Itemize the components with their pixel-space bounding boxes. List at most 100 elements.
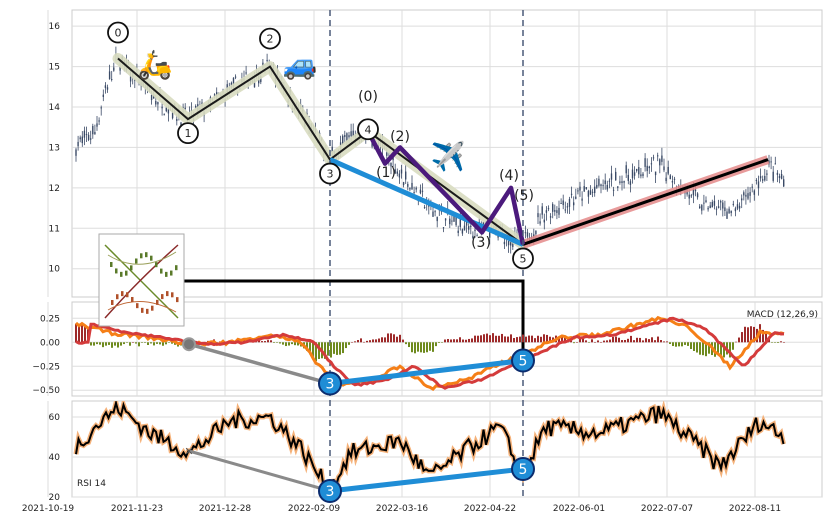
macd-histogram-bar <box>174 342 176 345</box>
macd-histogram-bar <box>765 332 767 343</box>
candle-body <box>468 226 470 230</box>
x-tick-label: 2022-06-01 <box>553 504 605 514</box>
inset-mark <box>125 270 128 276</box>
macd-histogram-bar <box>783 342 785 343</box>
emoji-icon: 🚙 <box>283 48 318 81</box>
inset-thumbnail <box>98 233 185 327</box>
macd-histogram-bar <box>405 342 407 345</box>
macd-histogram-bar <box>561 336 563 343</box>
candle-body <box>661 155 663 162</box>
macd-histogram-bar <box>525 336 527 343</box>
candle-body <box>396 171 398 174</box>
candle-body <box>94 132 96 135</box>
rsi-y-tick: 40 <box>49 453 61 463</box>
macd-histogram-bar <box>576 342 578 343</box>
macd-histogram-bar <box>144 342 146 343</box>
candle-body <box>594 186 596 194</box>
macd-histogram-bar <box>471 338 473 343</box>
macd-histogram-bar <box>162 342 164 346</box>
macd-histogram-bar <box>654 340 656 343</box>
candle-body <box>623 181 625 183</box>
rsi-grey-marker: ✕ <box>184 445 193 458</box>
macd-histogram-bar <box>540 336 542 343</box>
macd-histogram-bar <box>264 341 266 343</box>
macd-histogram-bar <box>777 342 779 343</box>
wave-overlays: 0 1 2 3 4 5 (0) (1) (2) (3) (4) (5) 🛵 🚙 ✈️ <box>107 10 770 497</box>
candle-body <box>111 78 113 80</box>
macd-histogram-bar <box>390 333 392 343</box>
macd-histogram-bar <box>663 341 665 343</box>
emoji-icon: 🛵 <box>138 48 173 81</box>
candle-body <box>436 216 438 222</box>
candle-body <box>129 76 132 82</box>
x-tick-label: 2022-07-07 <box>641 504 693 514</box>
macd-histogram-bar <box>132 342 134 343</box>
candle-body <box>75 149 77 156</box>
macd-histogram-bar <box>387 333 389 343</box>
inset-mark <box>121 291 124 297</box>
candle-body <box>266 59 268 61</box>
candle-body <box>350 131 352 137</box>
inset-mark <box>175 265 178 271</box>
candle-body <box>583 186 585 192</box>
candle-body <box>547 208 550 210</box>
macd-histogram-bar <box>702 342 704 356</box>
candle-body <box>638 167 640 175</box>
candle-body <box>705 200 707 202</box>
candle-body <box>161 106 163 109</box>
macd-histogram-bar <box>312 342 314 359</box>
candle-body <box>413 192 415 194</box>
candle-body <box>171 112 174 119</box>
macd-histogram-bar <box>705 342 707 357</box>
candle-body <box>711 201 713 208</box>
inset-curve <box>104 244 179 319</box>
macd-histogram-bar <box>351 341 353 343</box>
macd-blue-divergence <box>329 358 524 387</box>
candle-body <box>100 107 102 109</box>
macd-histogram-bar <box>378 338 380 343</box>
inset-connector <box>184 279 525 352</box>
macd-histogram-bar <box>258 340 260 343</box>
macd-histogram-bar <box>102 342 104 348</box>
candle-body <box>663 166 665 171</box>
macd-histogram-bar <box>330 342 332 358</box>
macd-histogram-bar <box>744 326 746 343</box>
macd-histogram-bar <box>771 342 773 343</box>
candle-body <box>108 71 111 80</box>
candle-body <box>728 208 730 214</box>
macd-histogram-bar <box>573 342 575 344</box>
macd-histogram-bar <box>537 335 539 343</box>
macd-histogram-bar <box>348 342 350 345</box>
macd-histogram-bar <box>372 339 374 343</box>
candle-body <box>411 182 413 190</box>
candle-body <box>510 239 512 246</box>
wave-label: 1 <box>185 127 192 140</box>
macd-histogram-bar <box>297 342 299 346</box>
macd-histogram-bar <box>507 336 509 343</box>
rsi-grey-divergence <box>188 449 331 493</box>
macd-histogram-bar <box>273 342 275 343</box>
candle-body <box>631 169 634 179</box>
price-y-tick: 13 <box>49 143 60 153</box>
candle-body <box>688 194 690 199</box>
candle-body <box>423 207 426 209</box>
macd-histogram-bar <box>591 339 593 343</box>
macd-histogram-bar <box>699 342 701 355</box>
macd-histogram-bar <box>495 335 497 343</box>
candle-body <box>176 118 178 121</box>
macd-histogram-bar <box>342 342 344 354</box>
macd-histogram-bar <box>324 342 326 359</box>
macd-histogram-bar <box>381 337 383 343</box>
candle-body <box>113 67 115 71</box>
candle-body <box>581 198 583 201</box>
macd-histogram-bar <box>618 337 620 343</box>
candle-body <box>163 114 165 116</box>
macd-panel <box>71 301 823 397</box>
x-tick-label: 2022-03-16 <box>376 504 429 514</box>
macd-histogram-bar <box>657 336 659 343</box>
inset-mark <box>165 271 168 277</box>
candle-body <box>766 173 768 175</box>
macd-histogram-bar <box>522 334 524 343</box>
candle-body <box>81 136 83 144</box>
